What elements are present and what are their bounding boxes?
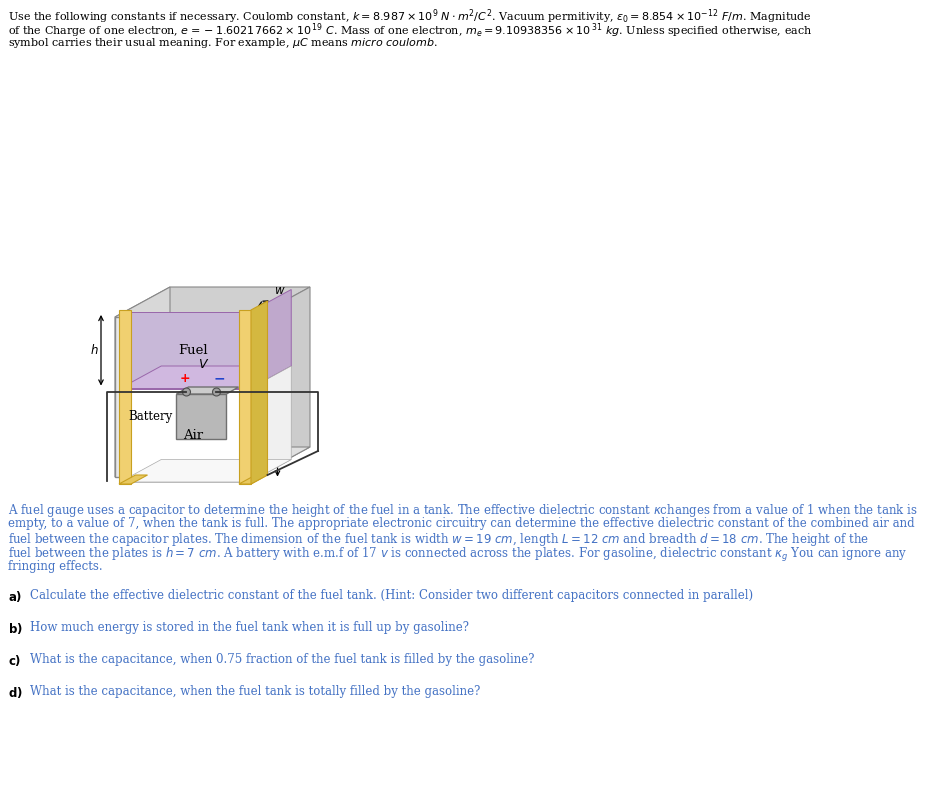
Text: $\mathbf{c)}$: $\mathbf{c)}$ [8,653,21,667]
Text: $\mathbf{a)}$: $\mathbf{a)}$ [8,588,22,604]
Polygon shape [239,310,250,484]
Text: −: − [213,371,225,385]
Text: $w$: $w$ [274,284,286,297]
Text: Use the following constants if necessary. Coulomb constant, $k = 8.987 \times 10: Use the following constants if necessary… [8,7,811,26]
Text: $h$: $h$ [90,343,99,358]
Circle shape [183,388,190,396]
Text: of the Charge of one electron, $e = -1.60217662 \times 10^{\,19}\ C$. Mass of on: of the Charge of one electron, $e = -1.6… [8,22,811,40]
Polygon shape [120,312,249,388]
Text: What is the capacitance, when 0.75 fraction of the fuel tank is filled by the ga: What is the capacitance, when 0.75 fract… [30,653,534,666]
Polygon shape [119,475,148,484]
Text: fuel between the capacitor plates. The dimension of the fuel tank is width $w = : fuel between the capacitor plates. The d… [8,531,868,548]
Polygon shape [250,301,268,484]
Polygon shape [249,290,291,388]
Text: Calculate the effective dielectric constant of the fuel tank. (Hint: Consider tw: Calculate the effective dielectric const… [30,588,752,601]
Text: empty, to a value of 7, when the tank is full. The appropriate electronic circui: empty, to a value of 7, when the tank is… [8,516,914,529]
Circle shape [212,388,220,396]
Polygon shape [176,387,238,394]
Text: Air: Air [183,429,203,441]
Text: What is the capacitance, when the fuel tank is totally filled by the gasoline?: What is the capacitance, when the fuel t… [30,684,480,697]
Text: $\mathbf{d)}$: $\mathbf{d)}$ [8,684,23,700]
Text: +: + [179,371,189,384]
Text: $\mathbf{b)}$: $\mathbf{b)}$ [8,621,23,635]
Text: $L$: $L$ [281,425,289,438]
Text: fringing effects.: fringing effects. [8,560,103,573]
Polygon shape [239,475,268,484]
Polygon shape [115,287,309,317]
Polygon shape [176,394,227,439]
Polygon shape [115,447,309,477]
Text: symbol carries their usual meaning. For example, $\mu C$ means $\mathit{micro\ c: symbol carries their usual meaning. For … [8,36,438,50]
Text: Battery: Battery [129,410,172,423]
Polygon shape [255,287,309,477]
Text: $V$: $V$ [198,358,208,371]
Text: fuel between the plates is $h = 7\ cm$. A battery with e.m.f of 17 $v$ is connec: fuel between the plates is $h = 7\ cm$. … [8,546,906,563]
Polygon shape [119,310,130,484]
Polygon shape [115,287,169,477]
Polygon shape [249,366,291,482]
Text: Fuel: Fuel [178,344,208,357]
Text: A fuel gauge uses a capacitor to determine the height of the fuel in a tank. The: A fuel gauge uses a capacitor to determi… [8,502,917,519]
Polygon shape [120,459,291,482]
Text: How much energy is stored in the fuel tank when it is full up by gasoline?: How much energy is stored in the fuel ta… [30,621,468,633]
Polygon shape [115,317,255,477]
Polygon shape [120,388,249,482]
Polygon shape [120,366,291,388]
